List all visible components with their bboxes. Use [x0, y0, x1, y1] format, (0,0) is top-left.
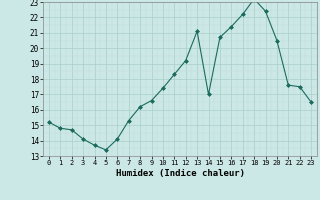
X-axis label: Humidex (Indice chaleur): Humidex (Indice chaleur) — [116, 169, 244, 178]
